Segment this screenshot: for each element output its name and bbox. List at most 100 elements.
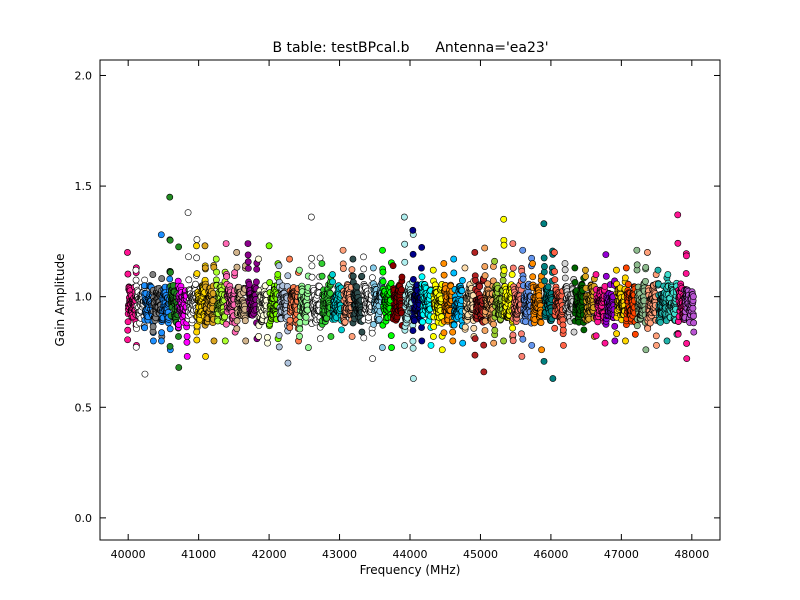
data-point [184,209,192,217]
data-point [255,255,262,263]
data-point [418,273,426,281]
data-point [458,287,466,294]
series-13 [244,240,261,343]
y-tick-label: 1.0 [75,291,93,304]
data-point [509,240,517,247]
data-point [481,272,489,280]
data-point [233,317,241,325]
data-point [419,318,426,326]
data-point [124,270,132,278]
data-point [537,319,545,326]
data-point [674,330,682,338]
data-point [611,322,619,330]
data-point [429,266,437,274]
data-point [339,265,347,272]
data-point [223,273,231,280]
data-point [349,255,357,263]
data-point [429,333,437,340]
data-point [654,266,662,274]
data-point [255,333,263,340]
data-point [167,269,174,276]
data-point [141,276,149,284]
data-point [622,264,630,272]
data-point [329,271,336,278]
data-point [621,274,629,282]
data-point [222,320,230,328]
data-point [175,333,182,340]
data-point [368,329,376,337]
data-point [418,264,425,272]
data-point [508,271,516,278]
data-point [185,253,192,261]
data-point [418,243,426,251]
data-point [183,333,191,340]
chart-title: B table: testBPcal.b [272,40,409,56]
data-point [183,338,191,346]
data-point [642,263,650,271]
data-point [166,275,174,283]
data-point [592,332,600,340]
data-point [166,236,174,244]
series-16 [275,262,292,367]
x-tick-label: 44000 [393,548,428,561]
x-tick-label: 48000 [674,548,709,561]
chart-subtitle: Antenna='ea23' [435,40,548,56]
y-tick-label: 2.0 [75,69,93,82]
data-point [664,271,672,278]
data-point [329,278,337,286]
data-point [201,264,209,272]
data-point [592,271,600,278]
data-point [401,240,409,248]
data-point [193,328,201,336]
data-point [519,335,527,343]
series-9 [201,242,218,345]
data-point [389,262,397,270]
x-tick-label: 43000 [322,548,357,561]
data-point [580,326,588,334]
data-point [327,333,335,340]
data-point [141,324,149,332]
data-point [674,239,682,247]
data-point [263,334,271,341]
data-point [657,318,664,326]
data-point [302,313,310,321]
data-point [622,337,629,345]
data-point [304,344,312,351]
data-point [601,339,609,347]
data-point [499,277,507,284]
data-point [471,351,479,359]
data-point [308,262,316,270]
data-point [296,332,303,340]
data-point [540,254,548,262]
data-point [242,337,250,345]
data-points-layer [124,193,698,382]
data-point [438,346,446,354]
data-point [348,333,356,340]
y-axis-label: Gain Amplitude [53,254,67,347]
data-point [551,268,558,275]
data-point [633,246,641,254]
data-point [387,332,395,340]
data-point [409,275,417,283]
data-point [690,328,698,336]
data-point [490,339,498,347]
series-21 [329,271,345,334]
data-point [274,270,282,278]
data-point [193,336,201,344]
data-point [379,278,387,285]
data-point [295,266,303,274]
data-point [459,277,466,284]
data-point [266,279,274,286]
data-point [132,343,140,351]
data-point [644,325,652,332]
data-point [264,339,271,347]
data-point [353,283,361,291]
data-point [418,337,426,345]
data-point [551,276,559,284]
data-point [450,269,458,277]
data-point [538,346,546,354]
data-point [571,264,579,272]
series-14 [255,255,271,347]
data-point [360,334,368,342]
data-point [440,260,448,267]
